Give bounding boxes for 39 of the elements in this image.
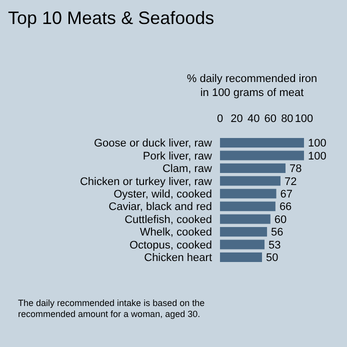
y-tick-label: Caviar, black and red [108, 201, 212, 214]
bar [220, 214, 270, 224]
chart-title: Top 10 Meats & Seafoods [8, 8, 214, 28]
y-tick-label: Chicken heart [144, 252, 212, 264]
bar [220, 188, 276, 198]
bar [220, 252, 262, 262]
y-tick-label: Whelk, cooked [140, 226, 212, 239]
data-label: 66 [279, 201, 292, 214]
x-tick-label: 100 [294, 113, 314, 125]
data-label: 78 [290, 163, 302, 176]
bar [220, 176, 280, 186]
bar [220, 240, 265, 250]
data-label: 100 [308, 150, 326, 162]
data-label: 67 [280, 188, 293, 200]
bar [220, 202, 276, 212]
data-label: 56 [271, 226, 284, 239]
x-tick-label: 80 [281, 113, 294, 125]
bar [220, 163, 286, 173]
text: The daily recommended intake is based on the recommended amount for a woman, aged 30. [18, 298, 205, 319]
y-tick-label: Clam, raw [162, 163, 212, 176]
y-tick-label: Chicken or turkey liver, raw [80, 176, 212, 188]
data-label: 60 [274, 214, 287, 226]
x-tick-label: 60 [264, 113, 277, 125]
bar [220, 138, 304, 148]
data-label: 72 [284, 176, 297, 188]
y-tick-label: Pork liver, raw [142, 150, 212, 162]
bar [220, 150, 304, 160]
x-axis-title: % daily recommended iron in 100 grams of meat [186, 73, 318, 99]
x-tick-label: 0 [216, 113, 224, 125]
y-tick-label: Octopus, cooked [129, 239, 212, 252]
y-tick-label: Cuttlefish, cooked [124, 214, 212, 226]
data-label: 53 [268, 239, 281, 252]
x-tick-label: 40 [247, 113, 260, 125]
data-label: 100 [308, 138, 326, 150]
x-tick-label: 20 [230, 113, 243, 125]
bar [220, 227, 268, 237]
y-tick-label: Oyster, wild, cooked [114, 188, 212, 200]
data-label: 50 [266, 252, 278, 264]
y-tick-label: Goose or duck liver, raw [94, 138, 212, 150]
